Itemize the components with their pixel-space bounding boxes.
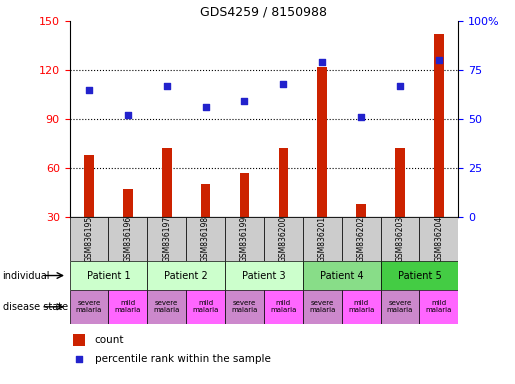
Point — [279, 81, 287, 87]
Bar — [70, 290, 109, 324]
Text: GSM836198: GSM836198 — [201, 216, 210, 262]
Text: GSM836200: GSM836200 — [279, 216, 288, 262]
Text: severe
malaria: severe malaria — [231, 300, 258, 313]
Point — [75, 356, 83, 362]
Bar — [147, 290, 186, 324]
Text: Patient 4: Patient 4 — [320, 270, 364, 281]
Bar — [70, 217, 109, 261]
Text: GSM836196: GSM836196 — [124, 216, 132, 262]
Bar — [303, 217, 342, 261]
Text: GSM836199: GSM836199 — [240, 216, 249, 262]
Text: severe
malaria: severe malaria — [309, 300, 335, 313]
Bar — [239, 173, 249, 217]
Bar — [186, 290, 225, 324]
Text: severe
malaria: severe malaria — [76, 300, 102, 313]
Text: GSM836204: GSM836204 — [435, 216, 443, 262]
Text: severe
malaria: severe malaria — [387, 300, 413, 313]
Text: GSM836202: GSM836202 — [357, 216, 366, 262]
Text: GSM836197: GSM836197 — [162, 216, 171, 262]
Point — [241, 98, 249, 104]
Bar — [342, 290, 381, 324]
Point — [318, 59, 327, 65]
Text: mild
malaria: mild malaria — [115, 300, 141, 313]
Point — [163, 83, 171, 89]
Bar — [147, 217, 186, 261]
Bar — [303, 290, 342, 324]
Bar — [342, 217, 381, 261]
Bar — [201, 184, 211, 217]
Text: mild
malaria: mild malaria — [426, 300, 452, 313]
Point — [124, 112, 132, 118]
Bar — [74, 334, 85, 346]
Bar — [303, 261, 381, 290]
Text: Patient 5: Patient 5 — [398, 270, 441, 281]
Text: Patient 1: Patient 1 — [87, 270, 130, 281]
Bar — [162, 149, 171, 217]
Bar — [317, 67, 327, 217]
Bar — [264, 217, 303, 261]
Bar — [381, 261, 458, 290]
Bar — [420, 290, 458, 324]
Text: GSM836195: GSM836195 — [84, 216, 93, 262]
Bar — [225, 217, 264, 261]
Text: mild
malaria: mild malaria — [193, 300, 219, 313]
Text: Patient 3: Patient 3 — [242, 270, 286, 281]
Bar — [70, 261, 147, 290]
Title: GDS4259 / 8150988: GDS4259 / 8150988 — [200, 5, 328, 18]
Bar — [225, 261, 303, 290]
Point — [85, 87, 93, 93]
Bar — [147, 261, 225, 290]
Point — [201, 104, 210, 110]
Point — [396, 83, 404, 89]
Bar — [225, 290, 264, 324]
Bar — [279, 149, 288, 217]
Bar — [434, 34, 444, 217]
Bar — [108, 290, 147, 324]
Bar — [381, 217, 419, 261]
Bar — [123, 189, 133, 217]
Text: GSM836201: GSM836201 — [318, 216, 327, 262]
Text: Patient 2: Patient 2 — [164, 270, 208, 281]
Bar — [381, 290, 419, 324]
Point — [435, 57, 443, 63]
Bar — [264, 290, 303, 324]
Bar — [420, 217, 458, 261]
Bar — [186, 217, 225, 261]
Bar — [395, 149, 405, 217]
Text: GSM836203: GSM836203 — [396, 216, 404, 262]
Text: percentile rank within the sample: percentile rank within the sample — [95, 354, 271, 364]
Bar — [84, 155, 94, 217]
Bar — [356, 204, 366, 217]
Text: individual: individual — [3, 270, 50, 281]
Text: mild
malaria: mild malaria — [270, 300, 297, 313]
Text: disease state: disease state — [3, 302, 67, 312]
Bar — [108, 217, 147, 261]
Text: severe
malaria: severe malaria — [153, 300, 180, 313]
Text: count: count — [95, 335, 124, 345]
Text: mild
malaria: mild malaria — [348, 300, 374, 313]
Point — [357, 114, 365, 120]
